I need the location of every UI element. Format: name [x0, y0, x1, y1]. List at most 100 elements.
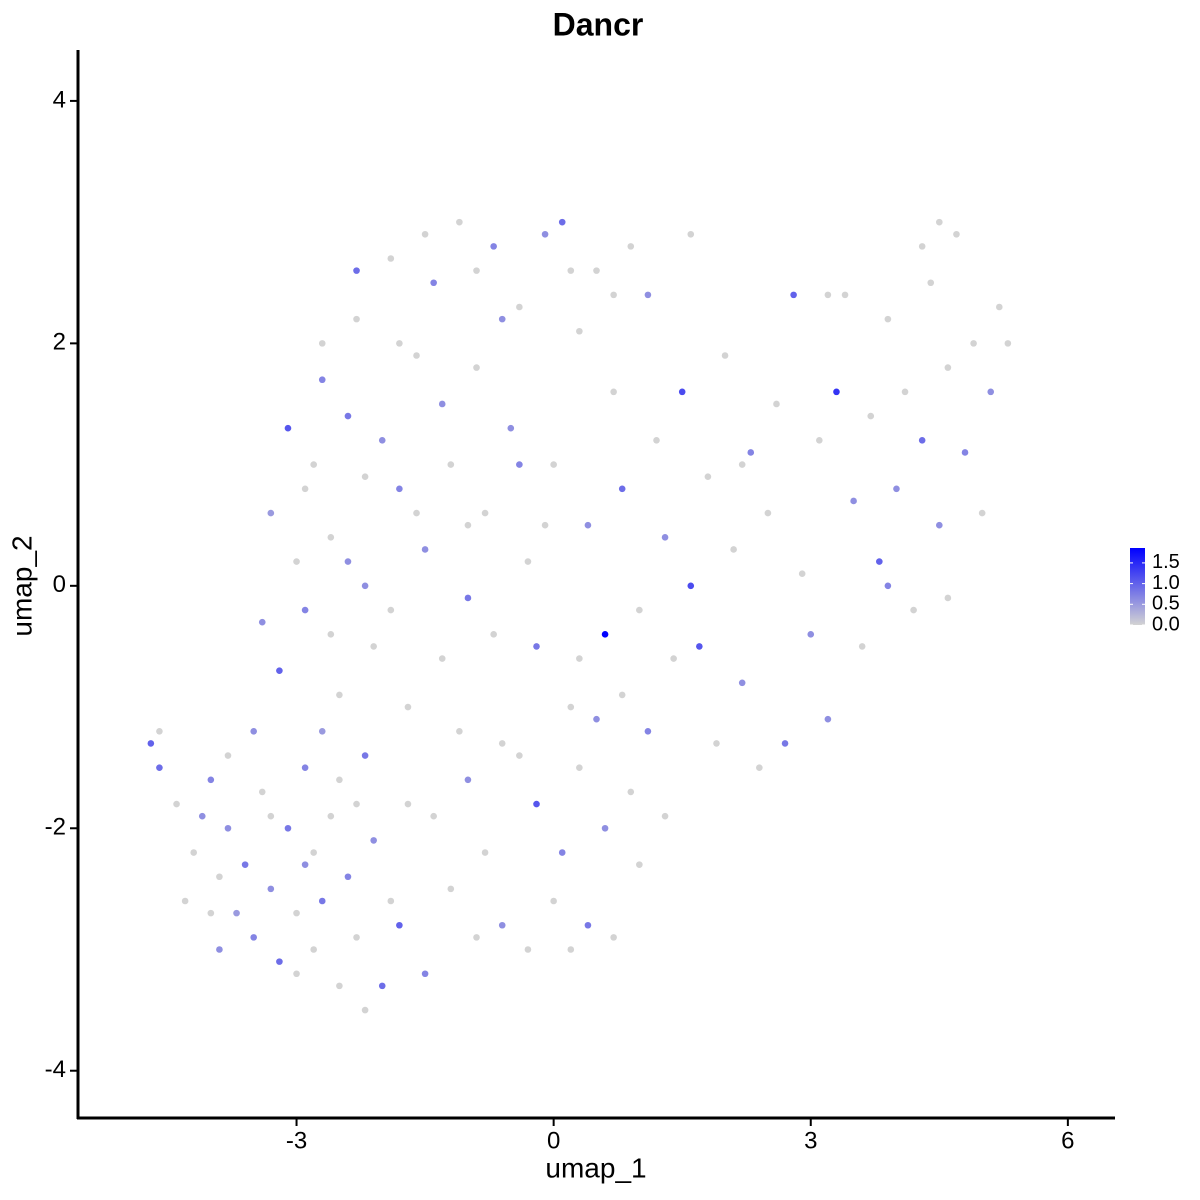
point [344, 412, 352, 420]
point [318, 727, 326, 735]
point [1004, 340, 1012, 347]
point [353, 267, 360, 274]
point [944, 594, 952, 602]
point [156, 764, 163, 771]
colorbar-label: 1.0 [1152, 572, 1180, 594]
point [421, 546, 429, 553]
point [336, 691, 343, 699]
point [267, 885, 275, 893]
point [558, 849, 566, 856]
point [327, 631, 335, 638]
point [353, 315, 360, 323]
point [413, 509, 420, 517]
y-tick-label: 0 [53, 571, 66, 598]
point [447, 461, 455, 468]
point [747, 449, 755, 456]
y-axis-label: umap_2 [6, 535, 37, 636]
point [653, 437, 660, 444]
point [387, 255, 395, 262]
point [824, 715, 832, 723]
point [893, 485, 900, 493]
point [473, 934, 480, 941]
point [627, 788, 635, 796]
point [858, 643, 866, 650]
x-tick-label: 0 [547, 1127, 560, 1154]
point [953, 230, 960, 238]
point [833, 388, 840, 396]
point [216, 873, 223, 881]
point [498, 740, 506, 747]
point [781, 740, 789, 747]
point [181, 897, 189, 905]
point [233, 909, 240, 917]
point [584, 921, 592, 929]
point [284, 824, 292, 832]
point [336, 982, 343, 990]
point [370, 643, 377, 650]
colorbar-label: 1.5 [1152, 551, 1180, 573]
point [516, 461, 523, 468]
point [344, 558, 352, 565]
colorbar [1130, 548, 1145, 625]
point [310, 461, 317, 468]
point [293, 558, 300, 565]
point [464, 776, 472, 784]
point [876, 558, 883, 565]
point [438, 655, 446, 662]
point [576, 327, 583, 335]
point [276, 958, 283, 965]
points [147, 218, 1012, 1014]
point [498, 315, 506, 323]
x-tick-label: 6 [1061, 1127, 1074, 1154]
y-tick-label: 4 [53, 86, 66, 113]
point [567, 267, 575, 274]
point [250, 727, 257, 735]
point [601, 631, 609, 638]
point [198, 812, 206, 820]
point [430, 279, 437, 287]
point [361, 752, 369, 759]
point [370, 837, 377, 844]
point [464, 594, 472, 602]
point [387, 606, 395, 614]
point [207, 776, 215, 784]
point [361, 1006, 369, 1014]
point [301, 861, 309, 868]
point [353, 934, 360, 941]
point [190, 849, 197, 856]
colorbar-label: 0.0 [1152, 613, 1180, 635]
point [404, 800, 412, 808]
point [610, 934, 617, 941]
point [601, 824, 609, 832]
point [173, 800, 180, 808]
point [421, 230, 429, 238]
point [610, 388, 617, 396]
point [841, 291, 849, 299]
point [301, 764, 309, 771]
point [687, 582, 695, 590]
point [524, 946, 532, 953]
point [241, 861, 249, 868]
point [567, 946, 575, 953]
point [207, 909, 215, 917]
point [704, 473, 712, 481]
point [961, 449, 969, 456]
point [353, 800, 360, 808]
point [310, 849, 317, 856]
point [764, 509, 772, 517]
point [636, 861, 643, 868]
point [550, 461, 557, 468]
point [533, 643, 540, 650]
point [361, 582, 369, 590]
point [378, 437, 386, 444]
point [293, 970, 300, 978]
point [901, 388, 909, 396]
point [276, 667, 283, 674]
point [327, 812, 335, 820]
point [318, 376, 326, 384]
point [730, 546, 737, 553]
point [224, 752, 232, 759]
point [336, 776, 343, 784]
